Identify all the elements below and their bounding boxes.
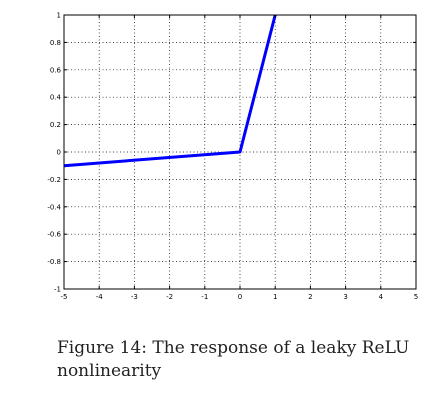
tick-marks [63, 14, 417, 290]
y-tick-labels: -1 -0.8 -0.6 -0.4 -0.2 0 0.2 0.4 0.6 0.8 1 [47, 12, 61, 294]
x-tick-labels: -5 -4 -3 -2 -1 0 1 2 3 4 5 [61, 293, 419, 301]
y-tick-label: -0.2 [47, 176, 61, 184]
x-tick-label: 1 [273, 293, 277, 301]
x-tick-label: -1 [201, 293, 208, 301]
x-tick-label: 2 [308, 293, 312, 301]
y-tick-label: -0.4 [47, 203, 61, 211]
series-layer [63, 14, 277, 168]
x-tick-label: 5 [414, 293, 418, 301]
x-tick-label: 0 [238, 293, 242, 301]
y-tick-label: 0 [57, 149, 61, 157]
y-tick-label: 0.2 [50, 121, 61, 129]
x-tick-label: -4 [96, 293, 104, 301]
y-tick-label: 0.6 [50, 66, 62, 74]
y-tick-label: 0.8 [50, 39, 61, 47]
x-tick-label: 4 [379, 293, 384, 301]
figure-caption: Figure 14: The response of a leaky ReLU … [57, 337, 417, 383]
x-tick-label: -5 [61, 293, 68, 301]
caption-text: The response of a leaky ReLU nonlinearit… [57, 338, 410, 381]
x-tick-label: 3 [343, 293, 347, 301]
y-tick-label: 0.4 [50, 94, 62, 102]
caption-label: Figure 14: [57, 338, 148, 358]
x-tick-label: -3 [131, 293, 138, 301]
y-tick-label: -0.8 [47, 258, 61, 266]
y-tick-label: -0.6 [47, 231, 61, 239]
x-tick-label: -2 [166, 293, 173, 301]
series-line [63, 14, 277, 168]
y-tick-label: -1 [54, 286, 61, 294]
leaky-relu-chart: -5 -4 -3 -2 -1 0 1 2 3 4 5 -1 -0.8 -0.6 -0.4 -0.2 0 0.2 0… [47, 12, 419, 302]
y-tick-label: 1 [57, 12, 61, 20]
